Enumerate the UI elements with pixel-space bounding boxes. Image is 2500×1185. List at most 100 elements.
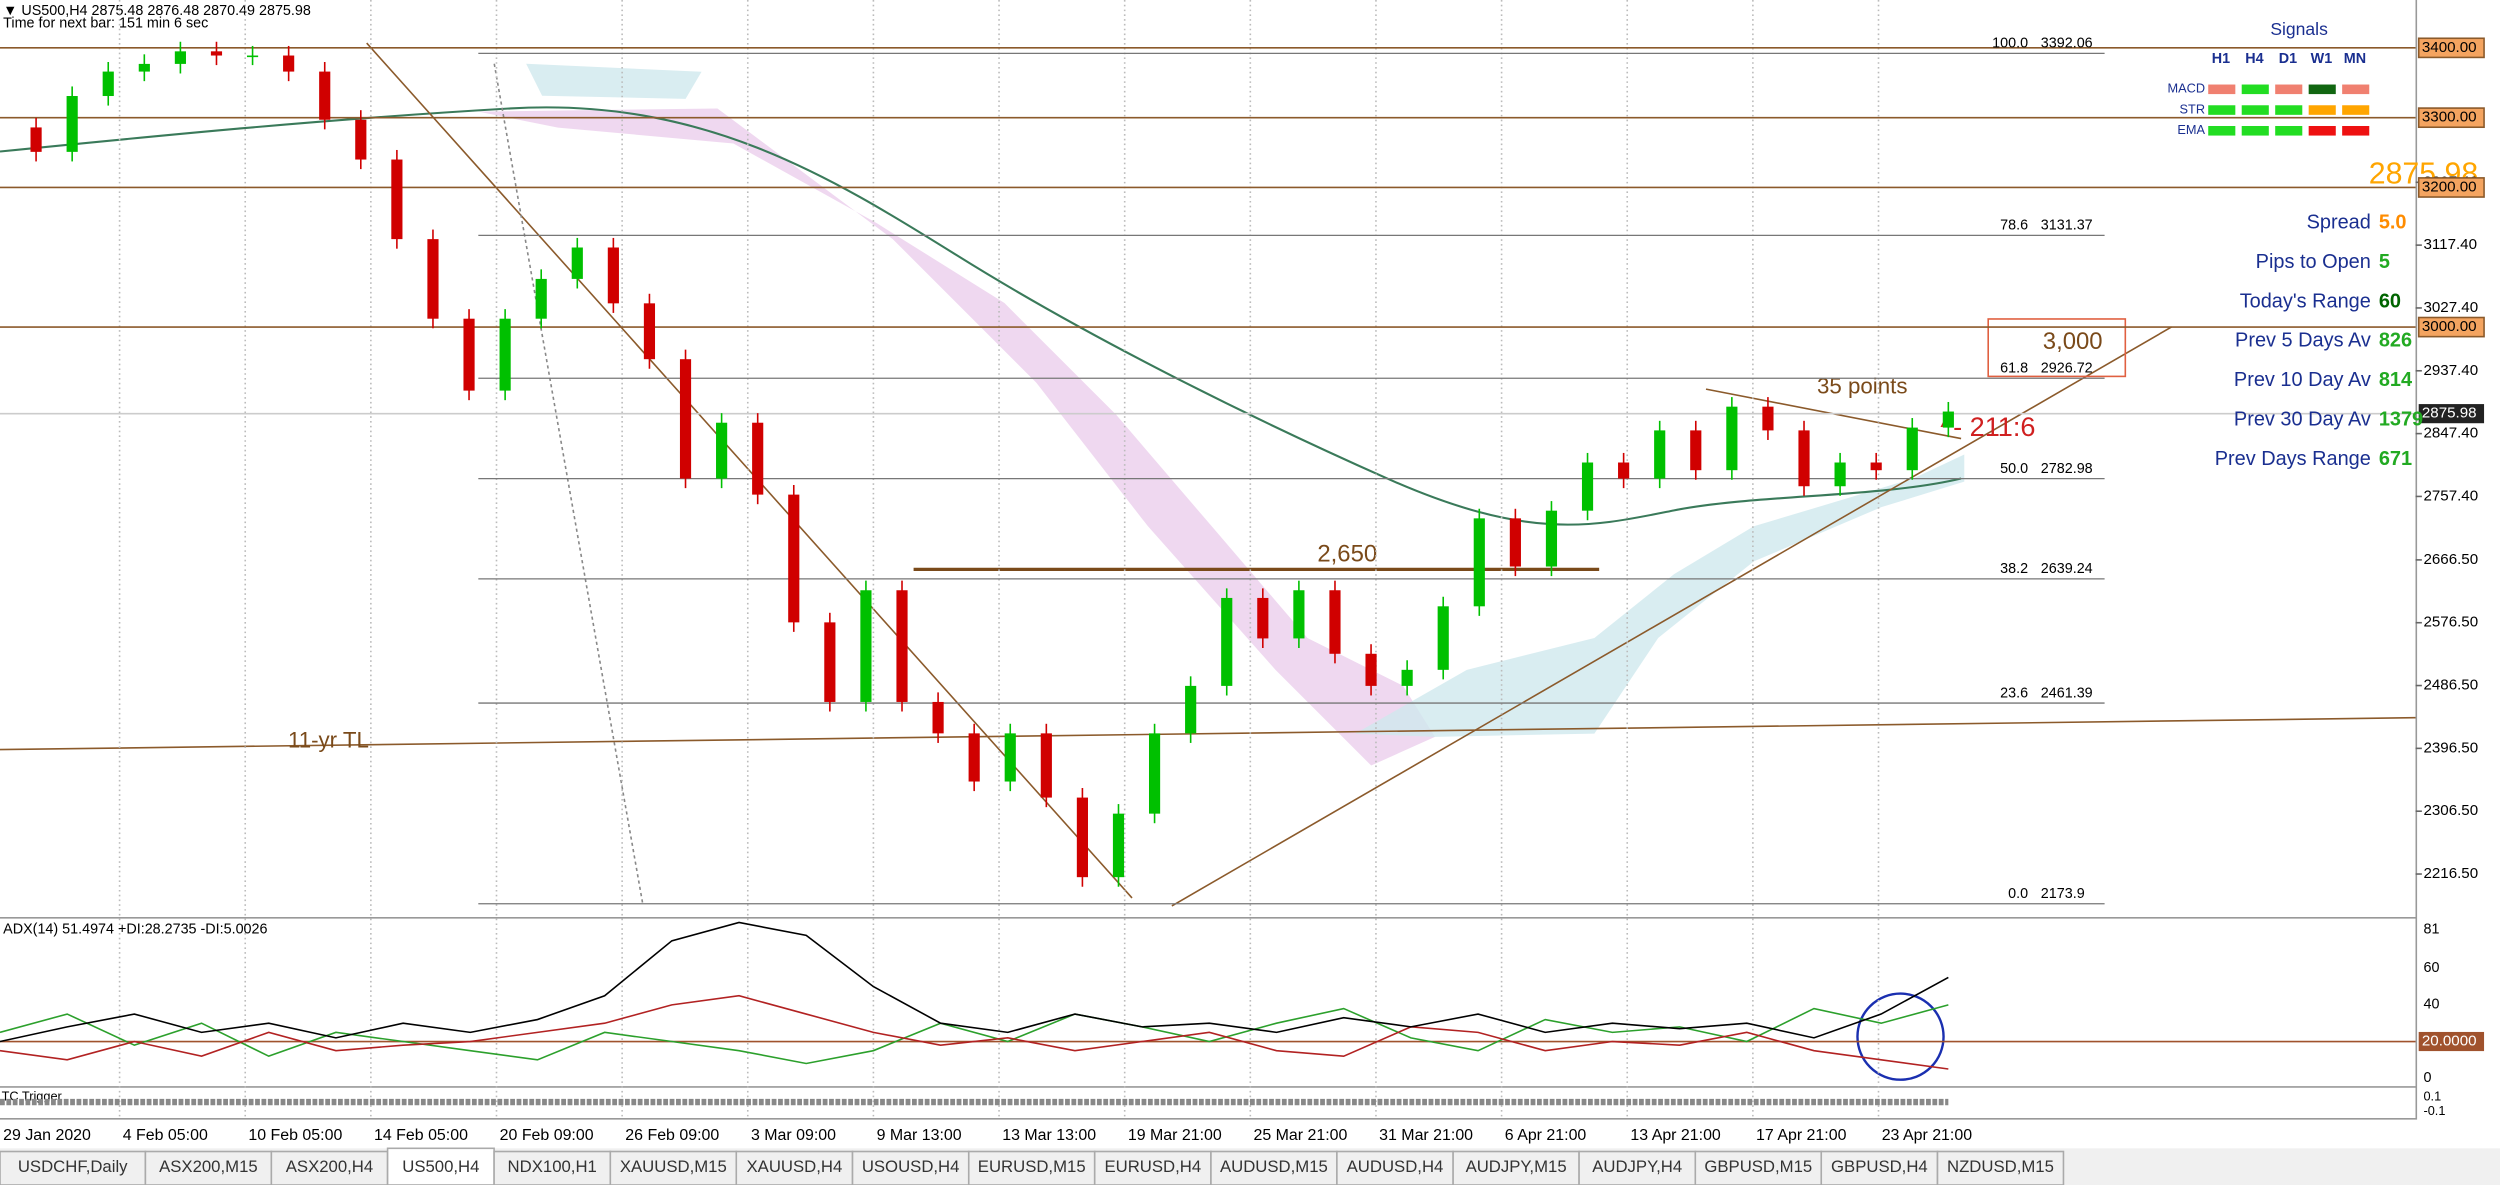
adx-tick: 81 xyxy=(2423,922,2439,938)
tab-label[interactable]: GBPUSD,M15 xyxy=(1704,1157,1812,1176)
tab[interactable]: NDX100,H1 xyxy=(493,1150,612,1185)
candle xyxy=(824,622,836,702)
trendline xyxy=(493,63,644,903)
fib-price: 2926.72 xyxy=(2041,360,2093,376)
tab-shape[interactable] xyxy=(1820,1150,1939,1185)
signal-cell xyxy=(2208,84,2236,95)
tab[interactable]: ASX200,M15 xyxy=(144,1150,273,1185)
tab-label[interactable]: EURUSD,M15 xyxy=(978,1157,1086,1176)
tab-label[interactable]: ASX200,H4 xyxy=(286,1157,373,1176)
x-tick-label: 20 Feb 09:00 xyxy=(500,1127,594,1144)
current-price-label: 2875.98 xyxy=(2422,405,2477,422)
candle xyxy=(102,71,114,97)
tab-label[interactable]: NZDUSD,M15 xyxy=(1947,1157,2054,1176)
x-tick-label: 14 Feb 05:00 xyxy=(374,1127,468,1144)
tab[interactable]: XAUUSD,H4 xyxy=(735,1150,854,1185)
tab[interactable]: AUDJPY,H4 xyxy=(1578,1150,1697,1185)
fib-level: 61.8 xyxy=(2000,360,2028,376)
candle xyxy=(1581,462,1594,511)
fib-level: 0.0 xyxy=(2008,886,2028,902)
y-tick-label: 2576.50 xyxy=(2423,614,2478,631)
tab-label[interactable]: AUDUSD,M15 xyxy=(1220,1157,1328,1176)
candle xyxy=(679,359,692,479)
tab-shape[interactable] xyxy=(1936,1150,2065,1185)
tab[interactable]: XAUUSD,M15 xyxy=(609,1150,738,1185)
tab-shape[interactable] xyxy=(1578,1150,1697,1185)
tab[interactable]: USOUSD,H4 xyxy=(851,1150,970,1185)
tab-label[interactable]: XAUUSD,H4 xyxy=(747,1157,843,1176)
tab[interactable]: AUDJPY,M15 xyxy=(1452,1150,1580,1185)
tab-label[interactable]: USOUSD,H4 xyxy=(862,1157,960,1176)
candle xyxy=(355,119,367,160)
tab[interactable]: NZDUSD,M15 xyxy=(1936,1150,2065,1185)
tab-label[interactable]: AUDJPY,H4 xyxy=(1592,1157,1682,1176)
adx-level-box xyxy=(2418,1031,2485,1052)
candle xyxy=(643,303,656,360)
candle xyxy=(1834,462,1846,487)
x-tick-label: 29 Jan 2020 xyxy=(3,1127,91,1144)
candle xyxy=(1762,406,1774,431)
signal-cell xyxy=(2275,105,2303,115)
tab-label[interactable]: USDCHF,Daily xyxy=(18,1157,128,1176)
candle xyxy=(210,51,223,56)
tab-shape[interactable] xyxy=(967,1150,1096,1185)
signal-column: H1 xyxy=(2212,51,2230,67)
tab-label[interactable]: ASX200,M15 xyxy=(159,1157,258,1176)
tab-shape[interactable] xyxy=(851,1150,970,1185)
candle xyxy=(716,422,728,479)
candle xyxy=(1257,597,1269,639)
adx-label: ADX(14) 51.4974 +DI:28.2735 -DI:5.0026 xyxy=(3,922,267,938)
stat-value: 826 xyxy=(2379,330,2412,352)
candle xyxy=(1870,462,1882,471)
tab-label[interactable]: XAUUSD,M15 xyxy=(620,1157,727,1176)
candle xyxy=(1221,597,1233,686)
tab-shape[interactable] xyxy=(1093,1150,1212,1185)
tab-label[interactable]: AUDUSD,H4 xyxy=(1347,1157,1444,1176)
candle xyxy=(66,96,78,152)
adx-tick: 40 xyxy=(2423,997,2439,1013)
tab-shape[interactable] xyxy=(609,1150,738,1185)
fib-price: 2461.39 xyxy=(2041,685,2093,701)
tab-shape[interactable] xyxy=(493,1150,612,1185)
tab-label[interactable]: NDX100,H1 xyxy=(508,1157,597,1176)
adx-line xyxy=(0,1004,1949,1065)
signal-cell xyxy=(2275,84,2303,95)
tab[interactable]: GBPUSD,M15 xyxy=(1694,1150,1823,1185)
x-tick-label: 17 Apr 21:00 xyxy=(1756,1127,1847,1144)
tab-label[interactable]: US500,H4 xyxy=(402,1157,479,1176)
stat-value: 671 xyxy=(2379,448,2412,470)
symbol-line: ▼ US500,H4 2875.48 2876.48 2870.49 2875.… xyxy=(3,3,311,19)
candle xyxy=(391,159,403,240)
tab-shape[interactable] xyxy=(0,1150,147,1185)
candle xyxy=(1040,733,1052,798)
candle xyxy=(860,590,872,702)
tab[interactable]: USDCHF,Daily xyxy=(0,1150,147,1185)
tab-shape[interactable] xyxy=(735,1150,854,1185)
tab-label[interactable]: EURUSD,H4 xyxy=(1104,1157,1201,1176)
signal-column: H4 xyxy=(2245,51,2263,67)
tab[interactable]: US500,H4 xyxy=(386,1147,495,1185)
tab-shape[interactable] xyxy=(1452,1150,1580,1185)
tab[interactable]: ASX200,H4 xyxy=(270,1150,389,1185)
level-label: 3200.00 xyxy=(2422,178,2477,195)
candle xyxy=(30,127,42,152)
trendline xyxy=(0,716,2416,751)
signal-column: D1 xyxy=(2279,51,2297,67)
tab[interactable]: AUDUSD,H4 xyxy=(1336,1150,1454,1185)
stat-value: 1379 xyxy=(2379,409,2423,431)
tab-label[interactable]: GBPUSD,H4 xyxy=(1831,1157,1928,1176)
fib-level: 100.0 xyxy=(1992,36,2028,52)
y-tick-label: 3027.40 xyxy=(2423,299,2478,316)
level-box xyxy=(2417,177,2485,198)
tab[interactable]: AUDUSD,M15 xyxy=(1210,1150,1338,1185)
stat-value: 814 xyxy=(2379,369,2412,391)
tab[interactable]: EURUSD,H4 xyxy=(1093,1150,1212,1185)
tab-label[interactable]: AUDJPY,M15 xyxy=(1466,1157,1567,1176)
signal-row: EMA xyxy=(2177,122,2205,137)
candle xyxy=(788,494,800,623)
candle xyxy=(1076,797,1088,878)
tab[interactable]: EURUSD,M15 xyxy=(967,1150,1096,1185)
tab[interactable]: GBPUSD,H4 xyxy=(1820,1150,1939,1185)
